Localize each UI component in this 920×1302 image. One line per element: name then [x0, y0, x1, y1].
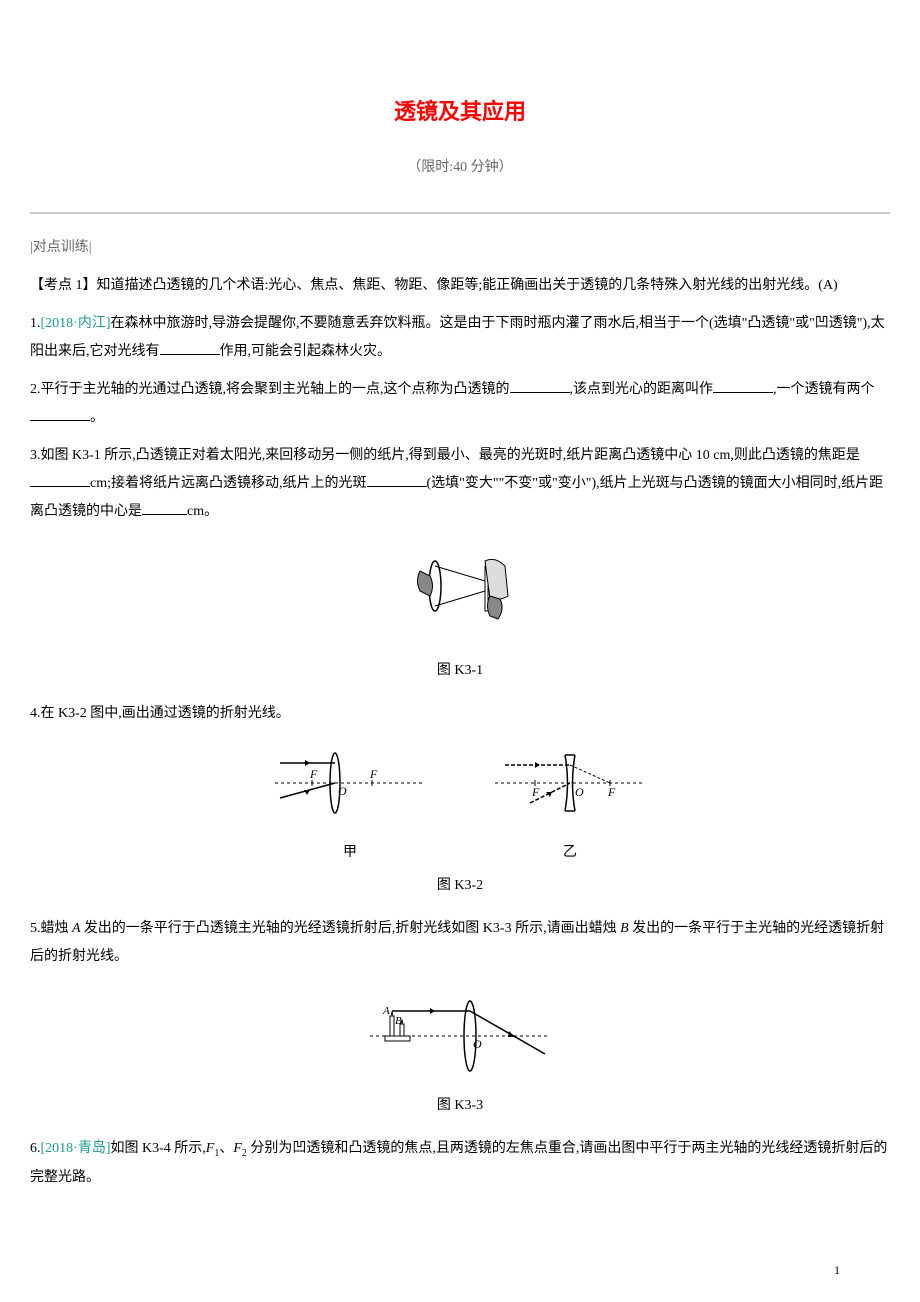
svg-text:F: F: [309, 767, 318, 781]
q3-text-1: 如图 K3-1 所示,凸透镜正对着太阳光,来回移动另一侧的纸片,得到最小、最亮的…: [41, 448, 860, 463]
blank: [510, 379, 570, 393]
q4-text: 在 K3-2 图中,画出通过透镜的折射光线。: [41, 706, 290, 721]
fig2-label-2: 乙: [490, 839, 650, 867]
fig2-label-1: 甲: [270, 839, 430, 867]
q1-reference: [2018·内江]: [41, 316, 111, 331]
fig2-caption: 图 K3-2: [30, 872, 890, 900]
q3-text-4: cm。: [187, 504, 218, 519]
main-title: 透镜及其应用: [30, 90, 890, 134]
q6-f2: F: [233, 1141, 242, 1156]
question-3: 3.如图 K3-1 所示,凸透镜正对着太阳光,来回移动另一侧的纸片,得到最小、最…: [30, 442, 890, 526]
question-2: 2.平行于主光轴的光通过凸透镜,将会聚到主光轴上的一点,这个点称为凸透镜的 ,该点…: [30, 376, 890, 432]
blank: [160, 341, 220, 355]
page-number: 1: [834, 1258, 840, 1282]
svg-text:A: A: [382, 1005, 390, 1017]
q5-text-2: 发出的一条平行于凸透镜主光轴的光经透镜折射后,折射光线如图 K3-3 所示,请画…: [84, 921, 617, 936]
section-label: |对点训练|: [30, 234, 890, 262]
blank: [367, 473, 427, 487]
blank: [30, 473, 90, 487]
fig1-caption: 图 K3-1: [30, 657, 890, 685]
svg-text:O: O: [338, 784, 347, 798]
figure-k3-1: 图 K3-1: [30, 541, 890, 685]
fig3-caption: 图 K3-3: [30, 1092, 890, 1120]
divider: [30, 212, 890, 214]
blank: [142, 501, 187, 515]
q5-italic-a: A: [69, 921, 84, 936]
q1-prefix: 1.: [30, 316, 41, 331]
q4-prefix: 4.: [30, 706, 41, 721]
q1-text-1: 在森林中旅游时,导游会提醒你,不要随意丢弃饮料瓶。这是由于下雨时瓶内灌了雨水后,…: [30, 316, 885, 359]
svg-text:O: O: [473, 1037, 482, 1051]
svg-text:F: F: [531, 785, 540, 799]
fig2-right: F O F 乙: [490, 743, 650, 867]
svg-text:F: F: [369, 767, 378, 781]
q6-text-2: 、: [219, 1141, 233, 1156]
q6-prefix: 6.: [30, 1141, 41, 1156]
q2-text-4: 。: [90, 410, 104, 425]
blank: [713, 379, 773, 393]
svg-text:B: B: [395, 1015, 402, 1027]
concave-lens-diagram: F O F: [490, 743, 650, 823]
svg-text:O: O: [575, 785, 584, 799]
question-6: 6.[2018·青岛]如图 K3-4 所示,F1、F2 分别为凹透镜和凸透镜的焦…: [30, 1135, 890, 1192]
figure-k3-2: F F O 甲 F O F 乙: [30, 743, 890, 900]
time-limit: （限时:40 分钟）: [30, 154, 890, 182]
q6-text-1: 如图 K3-4 所示,: [111, 1141, 206, 1156]
question-4: 4.在 K3-2 图中,画出通过透镜的折射光线。: [30, 700, 890, 728]
q3-text-2: cm;接着将纸片远离凸透镜移动,纸片上的光斑: [90, 476, 367, 491]
q5-text-1: 蜡烛: [41, 921, 69, 936]
q3-prefix: 3.: [30, 448, 41, 463]
q2-text-3: ,一个透镜有两个: [773, 382, 875, 397]
q2-text-2: ,该点到光心的距离叫作: [570, 382, 714, 397]
blank: [30, 407, 90, 421]
q2-text-1: 平行于主光轴的光通过凸透镜,将会聚到主光轴上的一点,这个点称为凸透镜的: [41, 382, 510, 397]
kaodian-1: 【考点 1】知道描述凸透镜的几个术语:光心、焦点、焦距、物距、像距等;能正确画出…: [30, 272, 890, 300]
fig2-left: F F O 甲: [270, 743, 430, 867]
svg-text:F: F: [607, 785, 616, 799]
convex-lens-diagram: F F O: [270, 743, 430, 823]
q5-prefix: 5.: [30, 921, 41, 936]
q1-text-2: 作用,可能会引起森林火灾。: [220, 344, 392, 359]
q6-reference: [2018·青岛]: [41, 1141, 111, 1156]
lens-sun-diagram: [390, 541, 530, 641]
question-1: 1.[2018·内江]在森林中旅游时,导游会提醒你,不要随意丢弃饮料瓶。这是由于…: [30, 310, 890, 366]
question-5: 5.蜡烛 A 发出的一条平行于凸透镜主光轴的光经透镜折射后,折射光线如图 K3-…: [30, 915, 890, 971]
q2-prefix: 2.: [30, 382, 41, 397]
candle-lens-diagram: A B O: [360, 986, 560, 1076]
figure-k3-3: A B O 图 K3-3: [30, 986, 890, 1120]
q5-italic-b: B: [617, 921, 633, 936]
